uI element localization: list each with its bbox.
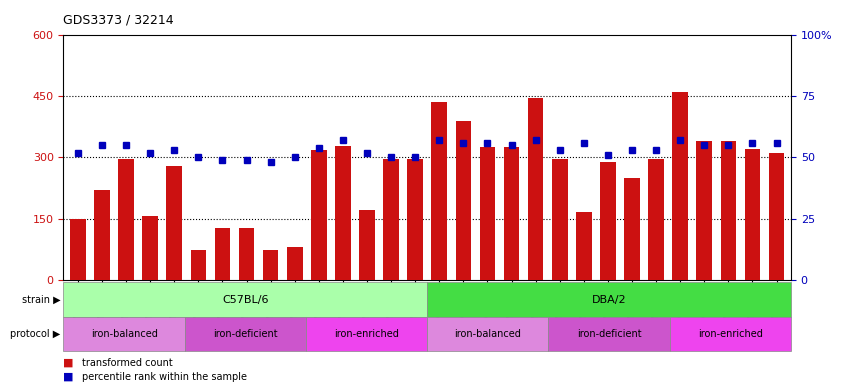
Bar xyxy=(306,317,427,351)
Text: DBA/2: DBA/2 xyxy=(592,295,626,305)
Text: iron-enriched: iron-enriched xyxy=(334,329,399,339)
Bar xyxy=(167,166,182,280)
Text: ■: ■ xyxy=(63,372,74,382)
Bar xyxy=(696,141,712,280)
Bar xyxy=(263,250,278,280)
Bar xyxy=(648,159,664,280)
Bar xyxy=(70,219,85,280)
Bar xyxy=(184,317,306,351)
Bar xyxy=(311,150,327,280)
Bar xyxy=(94,190,110,280)
Text: iron-balanced: iron-balanced xyxy=(454,329,521,339)
Bar xyxy=(427,317,548,351)
Bar xyxy=(63,282,427,317)
Bar xyxy=(408,159,423,280)
Bar xyxy=(503,147,519,280)
Bar xyxy=(721,141,736,280)
Bar xyxy=(673,92,688,280)
Text: ■: ■ xyxy=(63,358,74,368)
Text: iron-balanced: iron-balanced xyxy=(91,329,157,339)
Bar xyxy=(142,215,158,280)
Text: percentile rank within the sample: percentile rank within the sample xyxy=(82,372,247,382)
Bar xyxy=(576,212,591,280)
Bar xyxy=(118,159,134,280)
Bar xyxy=(239,228,255,280)
Bar xyxy=(190,250,206,280)
Bar xyxy=(287,247,303,280)
Bar xyxy=(744,149,761,280)
Bar xyxy=(600,162,616,280)
Text: GDS3373 / 32214: GDS3373 / 32214 xyxy=(63,14,174,27)
Bar xyxy=(360,210,375,280)
Bar xyxy=(215,228,230,280)
Bar xyxy=(427,282,791,317)
Bar xyxy=(624,178,640,280)
Text: iron-deficient: iron-deficient xyxy=(577,329,641,339)
Bar xyxy=(528,98,543,280)
Text: strain ▶: strain ▶ xyxy=(22,295,61,305)
Bar xyxy=(431,102,447,280)
Bar xyxy=(769,152,784,280)
Bar xyxy=(670,317,791,351)
Bar xyxy=(455,121,471,280)
Text: C57BL/6: C57BL/6 xyxy=(222,295,268,305)
Text: iron-deficient: iron-deficient xyxy=(213,329,277,339)
Bar xyxy=(548,317,670,351)
Bar xyxy=(335,146,351,280)
Bar xyxy=(552,159,568,280)
Text: protocol ▶: protocol ▶ xyxy=(10,329,61,339)
Bar xyxy=(480,147,495,280)
Bar xyxy=(383,159,399,280)
Bar xyxy=(63,317,184,351)
Text: transformed count: transformed count xyxy=(82,358,173,368)
Text: iron-enriched: iron-enriched xyxy=(698,329,763,339)
